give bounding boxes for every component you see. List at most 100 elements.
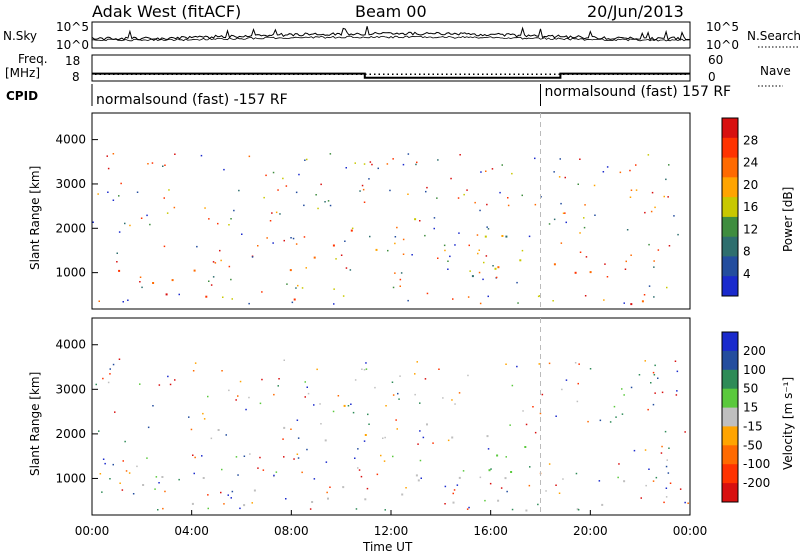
power-sample xyxy=(643,294,646,296)
power-sample xyxy=(497,266,500,269)
colorbar-tick-label: -15 xyxy=(743,419,763,433)
power-sample xyxy=(333,288,335,290)
power-sample xyxy=(447,260,449,262)
velocity-sample xyxy=(385,405,387,407)
velocity-sample xyxy=(275,471,278,473)
power-sample xyxy=(507,197,509,199)
y-tick-label: 1000 xyxy=(55,266,86,280)
velocity-sample xyxy=(555,415,557,417)
noise-sky-trace xyxy=(91,26,691,41)
nave-tick-bottom: 0 xyxy=(708,70,716,84)
velocity-sample xyxy=(451,399,453,401)
power-sample xyxy=(377,167,379,170)
noise-right-label: N.Search xyxy=(747,29,800,43)
velocity-sample xyxy=(119,482,121,484)
power-sample xyxy=(419,220,421,222)
power-sample xyxy=(363,163,366,165)
velocity-sample xyxy=(621,388,623,390)
station-title: Adak West (fitACF) xyxy=(92,2,241,21)
colorbar-tick-label: -100 xyxy=(743,457,770,471)
power-sample xyxy=(668,164,670,166)
velocity-sample xyxy=(496,454,499,457)
power-cbar-label: Power [dB] xyxy=(781,187,795,252)
power-sample xyxy=(565,221,567,224)
colorbar-swatch xyxy=(722,332,738,352)
colorbar-tick-label: -200 xyxy=(743,476,770,490)
colorbar-tick-label: 200 xyxy=(743,344,766,358)
power-sample xyxy=(650,210,653,213)
power-sample xyxy=(516,281,518,284)
noise-traces xyxy=(91,26,691,42)
velocity-sample xyxy=(327,497,329,500)
power-sample xyxy=(124,222,126,225)
power-sample xyxy=(606,166,609,168)
power-sample xyxy=(304,159,306,161)
velocity-sample xyxy=(367,413,369,416)
power-sample xyxy=(651,191,654,194)
power-sample xyxy=(629,169,631,172)
nave-label: Nave xyxy=(760,64,791,78)
power-sample xyxy=(644,211,646,214)
velocity-sample xyxy=(174,379,176,381)
velocity-sample xyxy=(313,404,315,406)
velocity-sample xyxy=(357,467,359,469)
colorbar-swatch xyxy=(722,236,738,257)
power-sample xyxy=(415,163,417,166)
velocity-ylabel: Slant Range [km] xyxy=(28,372,42,476)
velocity-sample xyxy=(363,440,366,442)
velocity-sample xyxy=(442,397,444,399)
velocity-sample xyxy=(577,509,580,511)
velocity-sample xyxy=(458,392,461,394)
velocity-sample xyxy=(663,501,665,504)
velocity-sample xyxy=(158,384,161,386)
power-sample xyxy=(200,154,203,157)
velocity-sample xyxy=(190,428,193,431)
power-sample xyxy=(663,195,665,198)
power-sample xyxy=(168,189,170,191)
noise-left-tick-top: 10^5 xyxy=(56,20,89,34)
velocity-sample xyxy=(589,368,592,370)
colorbar-swatch xyxy=(722,464,738,484)
velocity-sample xyxy=(207,507,209,510)
power-sample xyxy=(433,227,435,230)
colorbar-tick-label: 15 xyxy=(743,401,758,415)
velocity-sample xyxy=(235,456,238,458)
velocity-sample xyxy=(364,434,367,436)
power-sample xyxy=(653,260,655,262)
colorbar-frame xyxy=(721,331,739,503)
power-sample xyxy=(447,268,449,270)
velocity-sample xyxy=(504,477,507,480)
power-sample xyxy=(210,284,213,286)
power-sample xyxy=(487,228,490,230)
velocity-sample xyxy=(532,406,534,408)
velocity-sample xyxy=(361,368,363,370)
velocity-sample xyxy=(325,461,328,463)
velocity-sample xyxy=(251,502,253,504)
power-sample xyxy=(298,173,300,176)
colorbar-tick-label: 16 xyxy=(743,200,758,214)
velocity-sample xyxy=(684,501,686,504)
cpid-segment-2: normalsound (fast) 157 RF xyxy=(545,84,732,100)
velocity-sample xyxy=(444,503,446,505)
power-sample xyxy=(626,229,629,231)
power-sample xyxy=(369,161,372,163)
power-sample xyxy=(332,244,335,247)
velocity-sample xyxy=(376,473,379,476)
velocity-sample xyxy=(202,477,205,479)
power-sample xyxy=(668,245,671,247)
power-sample xyxy=(389,189,391,192)
colorbar-swatch xyxy=(722,388,738,409)
power-sample xyxy=(231,298,233,300)
power-sample xyxy=(635,189,638,191)
power-sample xyxy=(552,300,554,302)
velocity-sample xyxy=(243,455,246,457)
velocity-sample xyxy=(555,484,557,486)
power-ylabel: Slant Range [km] xyxy=(28,166,42,270)
beam-title: Beam 00 xyxy=(355,2,427,21)
power-sample xyxy=(193,269,196,272)
power-sample xyxy=(648,243,650,246)
power-sample xyxy=(140,217,143,219)
velocity-sample xyxy=(598,480,601,482)
power-sample xyxy=(577,183,579,185)
power-sample xyxy=(630,254,632,256)
